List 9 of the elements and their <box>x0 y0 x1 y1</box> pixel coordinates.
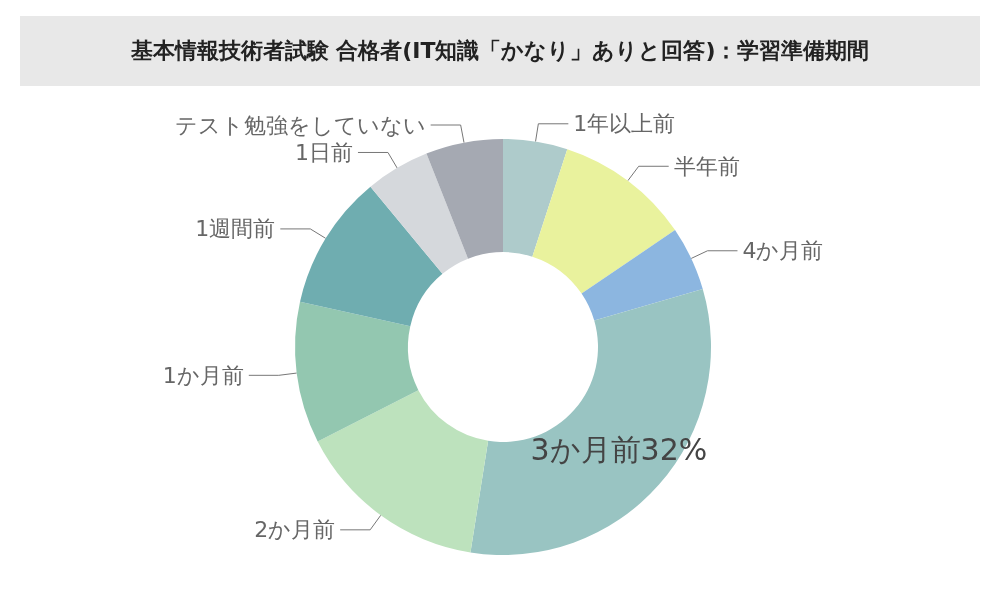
chart-title: 基本情報技術者試験 合格者(IT知識「かなり」ありと回答)：学習準備期間 <box>20 16 980 86</box>
slice-label: テスト勉強をしていない <box>174 112 426 138</box>
slice-label: 半年前 <box>673 153 740 179</box>
slice-label: 4か月前 <box>742 238 824 264</box>
slice-label: 1か月前 <box>162 362 244 388</box>
slice-label: 2か月前 <box>254 517 336 543</box>
slice-label: 1週間前 <box>195 216 276 242</box>
slice-label: 1年以上前 <box>573 111 676 137</box>
slice-label: 1日前 <box>294 139 353 165</box>
